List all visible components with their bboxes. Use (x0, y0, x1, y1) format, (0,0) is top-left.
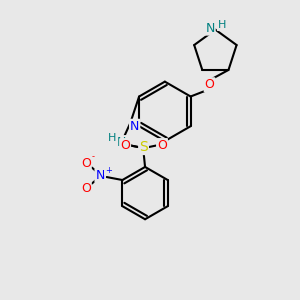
Text: O: O (81, 157, 91, 169)
Text: N: N (206, 22, 215, 34)
Text: H: H (218, 20, 226, 30)
Text: N: N (117, 136, 127, 149)
Text: H: H (108, 133, 116, 143)
Text: +: + (105, 166, 112, 175)
Text: O: O (205, 78, 214, 91)
Text: S: S (139, 140, 148, 154)
Text: O: O (81, 182, 91, 194)
Text: O: O (120, 139, 130, 152)
Text: N: N (130, 120, 140, 133)
Text: N: N (95, 169, 105, 182)
Text: O: O (157, 139, 167, 152)
Text: -: - (92, 152, 95, 161)
